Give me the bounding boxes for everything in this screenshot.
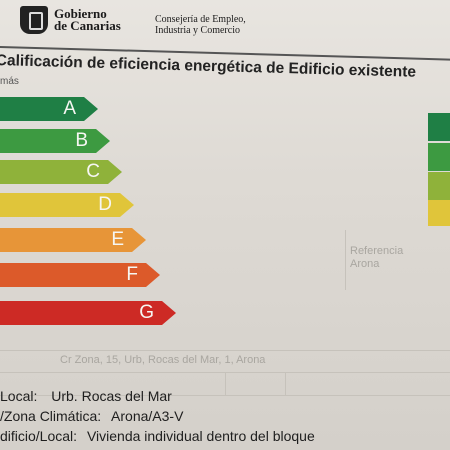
scale-label-top: más	[0, 76, 19, 87]
field-zona-value: Arona/A3-V	[111, 408, 184, 424]
rating-indicator-swatch	[428, 200, 450, 226]
rating-bar-body	[0, 160, 108, 184]
background-text: Cr Zona, 15, Urb, Rocas del Mar, 1, Aron…	[60, 354, 266, 366]
background-grid-line	[0, 350, 450, 351]
field-edificio-label: dificio/Local:	[0, 428, 78, 444]
field-edificio: dificio/Local: Vivienda individual dentr…	[0, 428, 315, 444]
field-local-value: Urb. Rocas del Mar	[51, 388, 172, 404]
org-line-2: de Canarias	[54, 18, 121, 33]
org-line-1: Gobierno	[54, 6, 107, 21]
rating-indicator-swatch	[428, 172, 450, 200]
rating-bar-body	[0, 129, 96, 153]
department-name: Consejería de Empleo, Industria y Comerc…	[155, 14, 246, 36]
rating-bar-body	[0, 193, 120, 217]
rating-indicator-swatch	[428, 113, 450, 141]
rating-bar-arrow	[146, 263, 160, 287]
rating-letter: B	[75, 130, 88, 151]
rating-letter: E	[111, 229, 124, 250]
rating-bar-body	[0, 97, 84, 121]
coat-of-arms-icon	[20, 6, 48, 34]
rating-bar-body	[0, 301, 162, 325]
rating-bar-arrow	[108, 160, 122, 184]
organization-name: Gobierno de Canarias	[54, 6, 121, 33]
dept-line-2: Industria y Comercio	[155, 25, 240, 36]
background-text: Arona	[350, 258, 380, 270]
rating-indicator-swatch	[428, 143, 450, 171]
field-local-label: Local:	[0, 388, 38, 404]
rating-bar-arrow	[96, 129, 110, 153]
dept-line-1: Consejería de Empleo,	[155, 14, 246, 25]
rating-bar-arrow	[84, 97, 98, 121]
background-text: Referencia	[350, 245, 404, 257]
background-grid-line	[225, 372, 226, 396]
field-zona: /Zona Climática: Arona/A3-V	[0, 408, 183, 424]
rating-bar-arrow	[162, 301, 176, 325]
background-grid-line	[285, 372, 286, 396]
rating-bar-body	[0, 263, 146, 287]
rating-letter: A	[63, 98, 76, 119]
rating-bar-arrow	[120, 193, 134, 217]
field-local: Local: Urb. Rocas del Mar	[0, 388, 172, 404]
field-zona-label: /Zona Climática:	[0, 408, 102, 424]
rating-letter: F	[126, 264, 138, 285]
rating-letter: D	[98, 194, 112, 215]
rating-bar-body	[0, 228, 132, 252]
background-grid-line	[345, 230, 346, 290]
rating-letter: G	[139, 302, 154, 323]
rating-letter: C	[86, 161, 100, 182]
rating-bar-arrow	[132, 228, 146, 252]
field-edificio-value: Vivienda individual dentro del bloque	[86, 428, 315, 444]
